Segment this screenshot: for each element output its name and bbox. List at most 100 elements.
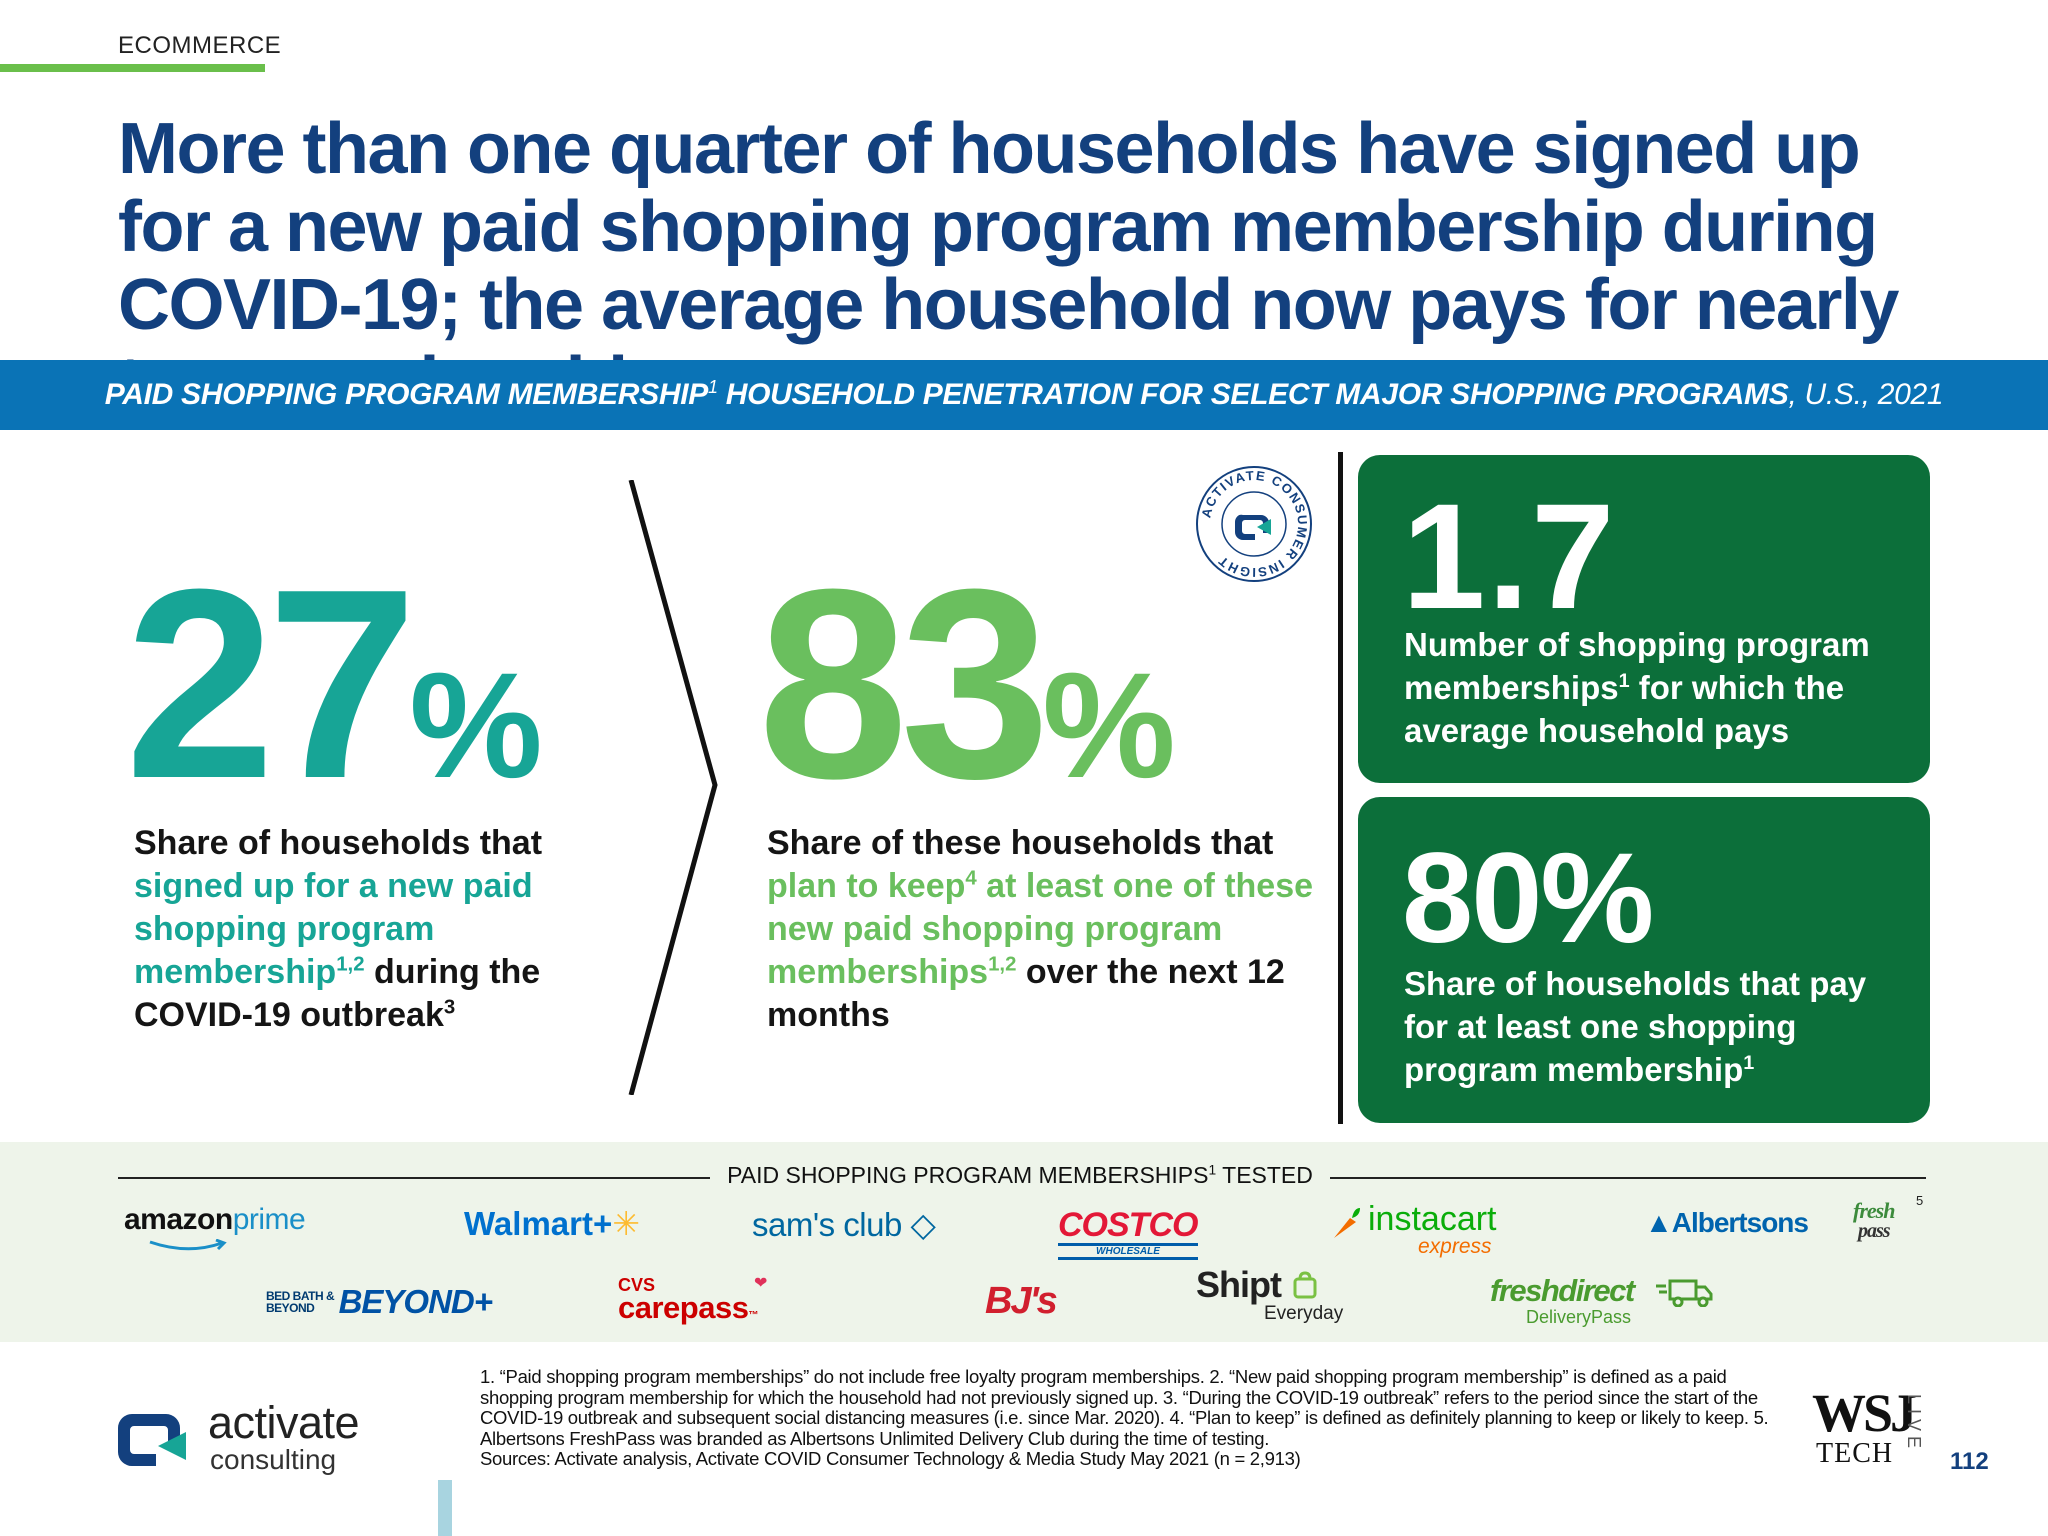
cvs-heart-icon: ❤ [754,1275,768,1292]
banner-sup: 1 [707,377,718,397]
activate-mark-icon [118,1414,186,1466]
logo-sams-club: sam's club ◇ [752,1205,936,1244]
albertsons-pass: pass [1858,1220,1891,1242]
costco-word: COSTCO [1058,1206,1198,1244]
page-number: 112 [1950,1448,1989,1475]
activate-consulting-logo: activate consulting [118,1400,418,1480]
card-2-text: Share of households that pay for at leas… [1404,962,1904,1091]
bbb-small-text: BED BATH & BEYOND [266,1289,335,1315]
logo-amazon-prime: amazonprime [124,1203,306,1251]
logo-bed-bath-beyond-plus: BED BATH & BEYOND BEYOND+ [266,1283,493,1321]
footnotes-text: 1. “Paid shopping program memberships” d… [480,1366,1769,1449]
logos-title-line-left [118,1177,710,1179]
instacart-carrot-icon [1334,1208,1360,1238]
activate-word: activate [208,1397,360,1448]
card-2-value: 80% [1402,827,1654,970]
shipt-bag-icon [1293,1271,1317,1299]
cvs-tm: ™ [748,1310,759,1321]
card-1-sup: 1 [1618,670,1630,692]
chevron-divider [628,480,718,1095]
shipt-word: Shipt [1196,1264,1282,1305]
freshdirect-word: freshdirect [1490,1273,1635,1308]
wsj-word: WSJ [1812,1383,1917,1443]
costco-sub: WHOLESALE [1058,1243,1198,1260]
banner-title-rest: , U.S., 2021 [1788,378,1944,411]
vertical-divider [1338,452,1343,1124]
sams-diamond-icon: ◇ [910,1206,936,1243]
logo-cvs-carepass: CVS carepass™ ❤ [618,1275,767,1325]
card-2-sup: 1 [1743,1052,1755,1074]
amazon-prime-word: prime [232,1203,306,1236]
footnotes: 1. “Paid shopping program memberships” d… [480,1366,1800,1470]
logo-instacart-express: instacart express [1330,1202,1497,1257]
stat-card-memberships: 1.7 Number of shopping program membershi… [1358,455,1930,783]
freshdirect-truck-icon [1656,1279,1713,1307]
amazon-smile-icon [149,1239,227,1251]
stat-2-description: Share of these households that plan to k… [767,822,1327,1037]
logos-title-line-right [1330,1177,1926,1179]
shipt-sub: Everyday [1264,1303,1344,1324]
walmart-spark-icon: ✳ [612,1205,640,1242]
stat-2-unit: % [1042,641,1176,809]
stat-2-highlight-sup-2: 1,2 [988,953,1017,976]
cvs-brand: CVS [618,1275,656,1295]
logos-band [0,1142,2048,1342]
bbb-small-2: BEYOND [266,1301,315,1315]
card-2-text-a: Share of households that pay for at leas… [1404,965,1867,1088]
stat-27-value: 27% [125,550,543,820]
stat-1-highlight: signed up for a new paid shopping progra… [134,867,533,991]
sources-text: Sources: Activate analysis, Activate COV… [480,1448,1301,1469]
instacart-word: instacart [1368,1200,1497,1238]
stat-2-text-a: Share of these households that [767,824,1274,862]
stat-1-description: Share of households that signed up for a… [134,822,654,1037]
stat-1-unit: % [409,641,543,809]
stat-2-number: 83 [758,534,1050,835]
bbb-small-1: BED BATH & [266,1289,335,1303]
page-title: More than one quarter of households have… [118,109,1899,422]
stat-1-text-a: Share of households that [134,824,543,862]
section-tag: ECOMMERCE [118,32,282,59]
logo-shipt-everyday: Shipt Everyday [1196,1267,1343,1326]
logos-title-row: PAID SHOPPING PROGRAM MEMBERSHIPS1 TESTE… [118,1162,1926,1192]
activate-seal-icon: ACTIVATE CONSUMER INSIGHT [1196,466,1312,582]
albertsons-a-icon: ▲ [1645,1207,1673,1238]
albertsons-fresh: fresh [1853,1198,1895,1223]
albertsons-footnote: 5 [1916,1193,1924,1208]
sams-word: sam's club [752,1206,902,1243]
stat-1-highlight-sup: 1,2 [336,953,365,976]
stat-1-text-b: during the COVID-19 outbreak [134,953,541,1034]
logos-title-rest: TESTED [1216,1162,1313,1188]
wsj-live-word: LIVE [1904,1394,1924,1454]
logos-title: PAID SHOPPING PROGRAM MEMBERSHIPS1 TESTE… [710,1162,1330,1189]
logo-freshdirect-deliverypass: freshdirect DeliveryPass [1490,1273,1713,1329]
section-rule [0,64,265,72]
stat-2-highlight-1: plan to keep [767,867,966,905]
logo-costco: COSTCO WHOLESALE [1058,1208,1198,1260]
stat-2-highlight-sup-1: 4 [965,867,977,890]
logos-title-sup: 1 [1208,1162,1217,1178]
walmart-plus: + [592,1205,613,1242]
amazon-word: amazon [124,1203,233,1236]
card-1-text: Number of shopping program memberships1 … [1404,623,1904,752]
instacart-sub: express [1418,1235,1492,1258]
activate-sub: consulting [210,1444,337,1475]
bbb-word: BEYOND+ [338,1283,493,1320]
stat-2-highlight-2: at least one of these new paid shopping … [767,867,1314,991]
stat-1-text-b-sup: 3 [443,996,456,1019]
banner-title-bold-2: HOUSEHOLD PENETRATION FOR SELECT MAJOR S… [717,378,1789,411]
stat-1-number: 27 [125,534,417,835]
cvs-word: carepass [618,1290,749,1325]
chart-banner: PAID SHOPPING PROGRAM MEMBERSHIP1 HOUSEH… [0,360,2048,430]
logos-title-text: PAID SHOPPING PROGRAM MEMBERSHIPS [727,1162,1209,1188]
decorative-bar [438,1480,452,1536]
card-1-text-b: for which the average household pays [1404,669,1845,749]
stat-83-value: 83% [758,550,1176,820]
banner-title-bold: PAID SHOPPING PROGRAM MEMBERSHIP [104,378,709,411]
logo-walmart-plus: Walmart+✳ [464,1204,640,1243]
stat-card-share-paying: 80% Share of households that pay for at … [1358,797,1930,1123]
wsj-tech-word: TECH [1816,1438,1894,1469]
card-1-value: 1.7 [1402,472,1617,640]
logo-albertsons-freshpass: ▲Albertsons fresh pass [1645,1200,1895,1243]
card-1-text-a: Number of shopping program memberships [1404,626,1870,706]
stat-2-text-b: over the next 12 months [767,953,1285,1034]
